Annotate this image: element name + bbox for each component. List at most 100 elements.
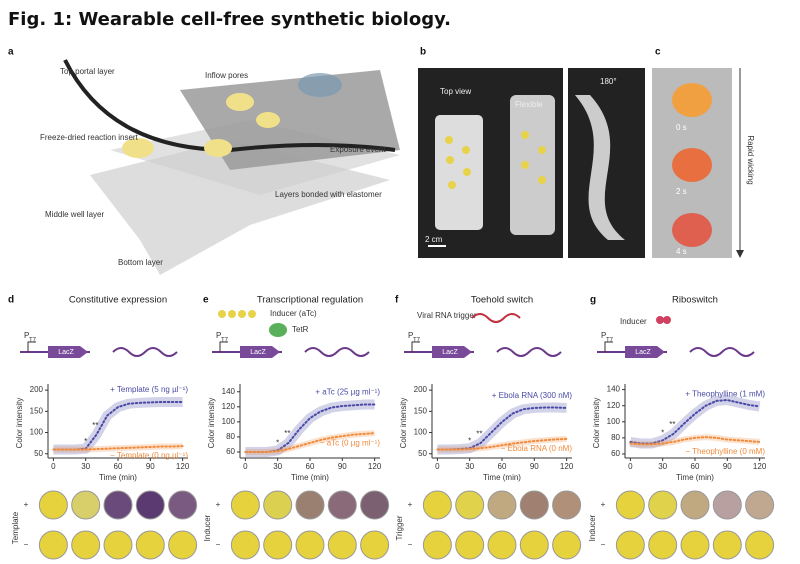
label: Freeze-dried reaction insert — [40, 133, 139, 142]
x-tick-label: 90 — [530, 462, 539, 471]
well — [519, 530, 549, 560]
well — [71, 530, 101, 560]
promoter-sub: T7 — [29, 338, 37, 344]
well — [712, 490, 742, 520]
annotation: * — [84, 437, 87, 446]
chart-title: Toehold switch — [471, 295, 533, 306]
label: 2 cm — [425, 235, 443, 244]
inducer — [656, 316, 664, 324]
y-tick-label: 100 — [30, 428, 44, 437]
well — [360, 530, 390, 560]
label: 0 s — [676, 123, 687, 132]
x-tick-label: 120 — [176, 462, 190, 471]
y-axis-label: Color intensity — [207, 398, 216, 449]
well — [327, 490, 357, 520]
label: Layers bonded with elastomer — [275, 190, 382, 199]
label: Top view — [440, 87, 471, 96]
x-tick-label: 30 — [81, 462, 90, 471]
promoter: P — [408, 331, 413, 340]
well — [680, 490, 710, 520]
annotation: ** — [476, 429, 482, 438]
well — [295, 530, 325, 560]
figure-title: Fig. 1: Wearable cell-free synthetic bio… — [8, 9, 451, 30]
well-row-label: Inducer — [203, 514, 212, 541]
well — [327, 530, 357, 560]
inducer — [663, 316, 671, 324]
panel-label: b — [420, 47, 426, 58]
x-tick-label: 30 — [465, 462, 474, 471]
annotation: * — [276, 439, 279, 448]
well-minus: − — [216, 540, 221, 549]
promoter: P — [601, 331, 606, 340]
well — [648, 490, 678, 520]
tetr — [269, 323, 287, 337]
rna — [112, 347, 178, 357]
series-line — [629, 436, 761, 446]
chart: Constitutive expression 50 100 150 200 0 30 60 9… — [11, 295, 198, 560]
well-row-label: Inducer — [588, 514, 597, 541]
x-tick-label: 0 — [435, 462, 440, 471]
gene-label: LacZ — [58, 349, 74, 356]
y-tick-label: 150 — [414, 406, 428, 415]
well — [422, 490, 452, 520]
x-axis-label: Time (min) — [676, 473, 714, 482]
x-tick-label: 60 — [691, 462, 700, 471]
y-tick-label: 80 — [611, 433, 620, 442]
series-label: − Ebola RNA (0 nM) — [501, 444, 573, 453]
promoter-sub: T7 — [221, 338, 229, 344]
well — [263, 490, 293, 520]
chart: Toehold switch 50 100 150 200 0 30 60 90 120 Time … — [395, 295, 582, 560]
well — [455, 530, 485, 560]
promoter-sub: T7 — [606, 338, 614, 344]
well — [103, 530, 133, 560]
well — [230, 490, 260, 520]
label: Middle well layer — [45, 210, 104, 219]
y-axis-label: Color intensity — [399, 398, 408, 449]
series-label: + aTc (25 µg ml⁻¹) — [315, 388, 380, 397]
well — [615, 490, 645, 520]
x-tick-label: 60 — [114, 462, 123, 471]
annotation: * — [468, 436, 471, 445]
series-label: + Theophylline (1 mM) — [685, 390, 765, 399]
x-tick-label: 120 — [753, 462, 767, 471]
series-line — [52, 445, 184, 451]
well-plus: + — [408, 500, 413, 509]
rna — [689, 347, 755, 357]
x-tick-label: 90 — [723, 462, 732, 471]
well — [295, 490, 325, 520]
x-tick-label: 60 — [498, 462, 507, 471]
well — [680, 530, 710, 560]
well-plus: + — [601, 500, 606, 509]
label: Rapid wicking — [746, 135, 755, 184]
well — [487, 490, 517, 520]
x-tick-label: 30 — [658, 462, 667, 471]
x-tick-label: 90 — [146, 462, 155, 471]
x-axis-label: Time (min) — [99, 473, 137, 482]
tetr-label: TetR — [292, 325, 309, 334]
well — [745, 530, 775, 560]
y-tick-label: 120 — [222, 402, 236, 411]
annotation: * — [661, 428, 664, 437]
series-label: − Theophylline (0 mM) — [685, 447, 765, 456]
label: Bottom layer — [118, 258, 163, 267]
x-tick-label: 30 — [273, 462, 282, 471]
well — [360, 490, 390, 520]
chart-title: Transcriptional regulation — [257, 295, 363, 306]
promoter — [219, 341, 228, 352]
chart: Transcriptional regulation 60 80 100 120 140 0… — [203, 295, 390, 560]
chart: Riboswitch 60 80 100 120 140 0 30 60 90 120 Time (m… — [588, 295, 775, 560]
promoter — [411, 341, 420, 352]
panel-label: d — [8, 295, 14, 306]
device-photos — [418, 68, 744, 258]
well — [230, 530, 260, 560]
y-axis-label: Color intensity — [15, 398, 24, 449]
y-tick-label: 200 — [30, 385, 44, 394]
inducer — [218, 310, 226, 318]
promoter — [27, 341, 36, 352]
well — [422, 530, 452, 560]
well — [168, 490, 198, 520]
x-tick-label: 60 — [306, 462, 315, 471]
inducer — [228, 310, 236, 318]
